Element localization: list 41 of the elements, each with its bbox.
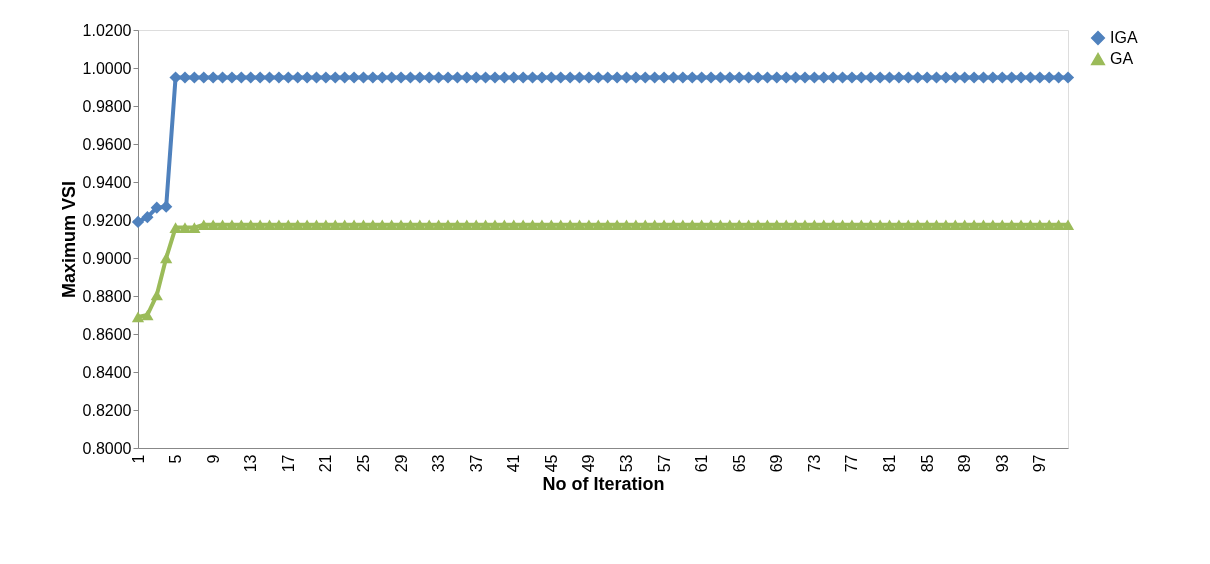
- x-tick-label: 49: [580, 454, 598, 473]
- y-tick-label: 0.9200: [82, 211, 132, 229]
- y-tick-label: 0.8000: [82, 439, 132, 457]
- x-tick-label: 53: [617, 454, 635, 473]
- x-tick-label: 93: [993, 454, 1011, 473]
- x-axis-title: No of Iteration: [542, 474, 665, 495]
- x-tick-label: 69: [768, 454, 786, 473]
- x-tick-label: 73: [805, 454, 823, 473]
- y-tick-label: 0.8800: [82, 287, 132, 305]
- y-tick-label: 0.9800: [82, 97, 132, 115]
- x-tick-label: 17: [279, 454, 297, 473]
- x-tick-label: 21: [317, 454, 335, 473]
- x-tick-label: 97: [1031, 454, 1049, 473]
- x-tick-label: 57: [655, 454, 673, 473]
- y-tick-label: 0.9000: [82, 249, 132, 267]
- y-axis-title: Maximum VSI: [58, 180, 79, 299]
- x-tick-label: 65: [730, 454, 748, 473]
- legend-label: IGA: [1110, 29, 1138, 46]
- x-tick-label: 29: [392, 454, 410, 473]
- x-tick-label: 33: [430, 454, 448, 473]
- x-tick-label: 37: [467, 454, 485, 473]
- x-tick-label: 85: [918, 454, 936, 473]
- x-tick-label: 25: [354, 454, 372, 473]
- x-tick-label: 45: [542, 454, 560, 473]
- x-tick-label: 81: [881, 454, 899, 473]
- x-tick-label: 5: [167, 454, 185, 464]
- y-tick-label: 0.9400: [82, 173, 132, 191]
- y-tick-label: 0.8600: [82, 325, 132, 343]
- x-tick-label: 61: [693, 454, 711, 473]
- x-tick-label: 77: [843, 454, 861, 473]
- y-tick-label: 1.0200: [82, 21, 132, 39]
- x-tick-label: 9: [204, 454, 222, 464]
- x-tick-label: 89: [956, 454, 974, 473]
- y-tick-label: 0.8400: [82, 363, 132, 381]
- x-tick-label: 1: [129, 454, 147, 464]
- y-tick-label: 0.9600: [82, 135, 132, 153]
- legend-label: GA: [1110, 50, 1134, 67]
- x-tick-label: 13: [242, 454, 260, 473]
- y-tick-label: 0.8200: [82, 401, 132, 419]
- x-tick-label: 41: [505, 454, 523, 473]
- y-tick-label: 1.0000: [82, 59, 132, 77]
